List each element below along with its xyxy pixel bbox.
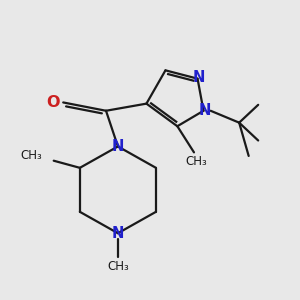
Text: N: N	[193, 70, 205, 85]
Text: N: N	[199, 103, 211, 118]
Text: CH₃: CH₃	[107, 260, 129, 273]
Text: N: N	[112, 226, 124, 241]
Text: CH₃: CH₃	[185, 155, 207, 168]
Text: N: N	[112, 139, 124, 154]
Text: O: O	[46, 95, 59, 110]
Text: CH₃: CH₃	[20, 149, 42, 162]
